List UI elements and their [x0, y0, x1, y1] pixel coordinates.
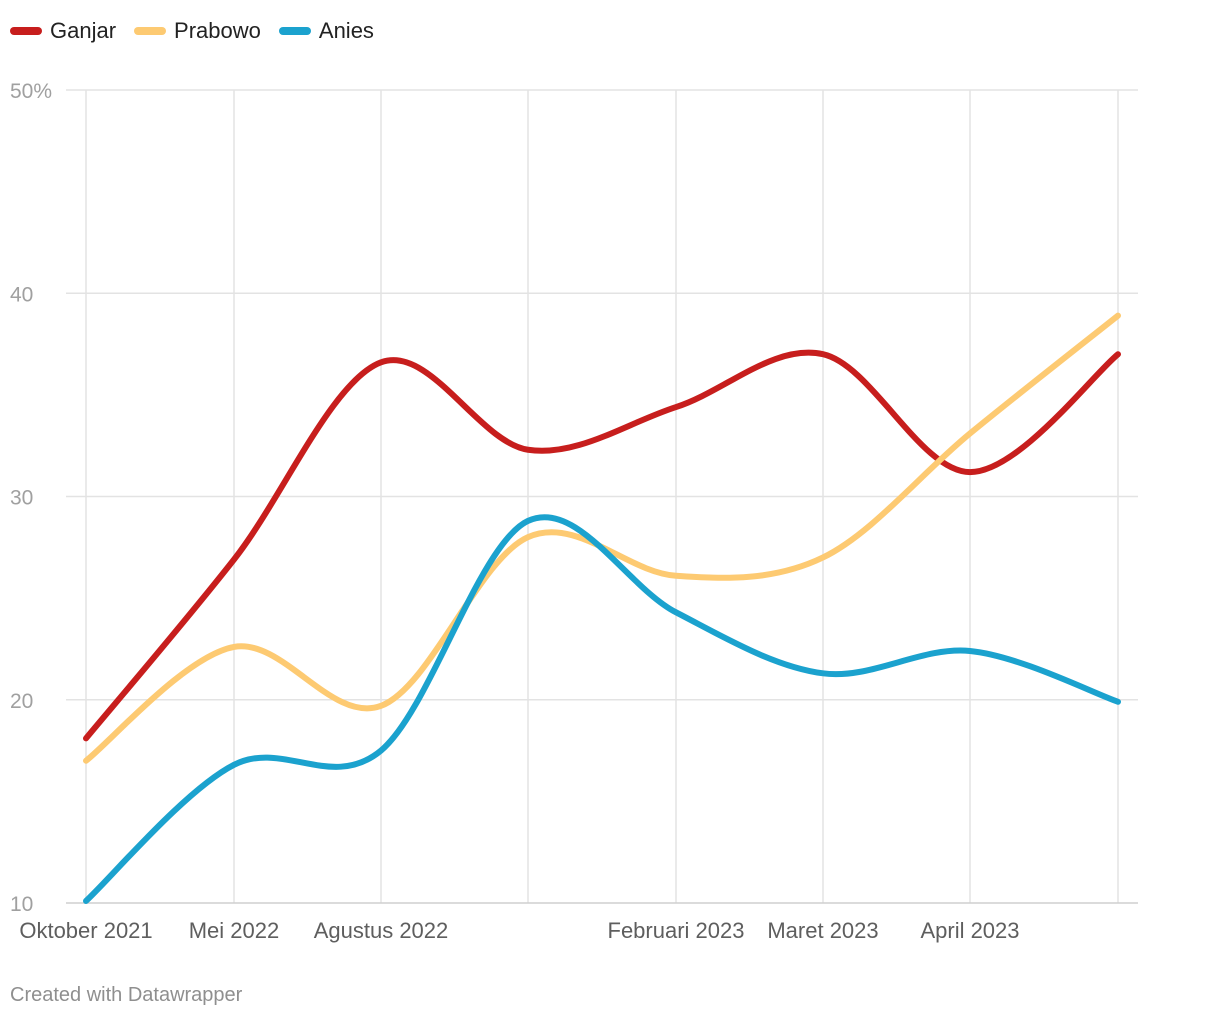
x-tick-label: April 2023 — [920, 918, 1019, 943]
legend-item-anies: Anies — [278, 18, 374, 44]
y-tick-label: 50% — [10, 80, 52, 103]
series-line-ganjar — [83, 349, 1121, 742]
legend-label-anies: Anies — [318, 18, 374, 43]
x-tick-label: Maret 2023 — [767, 918, 878, 943]
chart-legend: Ganjar Prabowo Anies — [10, 18, 392, 44]
series-line-prabowo — [83, 312, 1121, 764]
legend-item-prabowo: Prabowo — [134, 18, 261, 44]
y-tick-label: 30 — [10, 487, 33, 510]
x-tick-label: Agustus 2022 — [314, 918, 449, 943]
legend-swatch-prabowo — [134, 27, 167, 35]
legend-label-prabowo: Prabowo — [174, 18, 261, 43]
y-tick-label: 10 — [10, 893, 33, 916]
footer-credit: Created with Datawrapper — [10, 984, 243, 1006]
x-tick-label: Mei 2022 — [189, 918, 280, 943]
legend-swatch-anies — [278, 27, 311, 35]
y-tick-label: 40 — [10, 283, 33, 306]
y-tick-label: 20 — [10, 690, 33, 713]
legend-item-ganjar: Ganjar — [10, 18, 116, 44]
x-tick-label: Oktober 2021 — [19, 918, 152, 943]
legend-swatch-ganjar — [10, 27, 42, 35]
line-chart: 10 20 30 40 50% Oktober 2021 Mei 2022 Agustus 2… — [10, 80, 1138, 943]
series-line-anies — [83, 514, 1121, 904]
x-tick-label: Februari 2023 — [608, 918, 745, 943]
legend-label-ganjar: Ganjar — [50, 18, 117, 43]
